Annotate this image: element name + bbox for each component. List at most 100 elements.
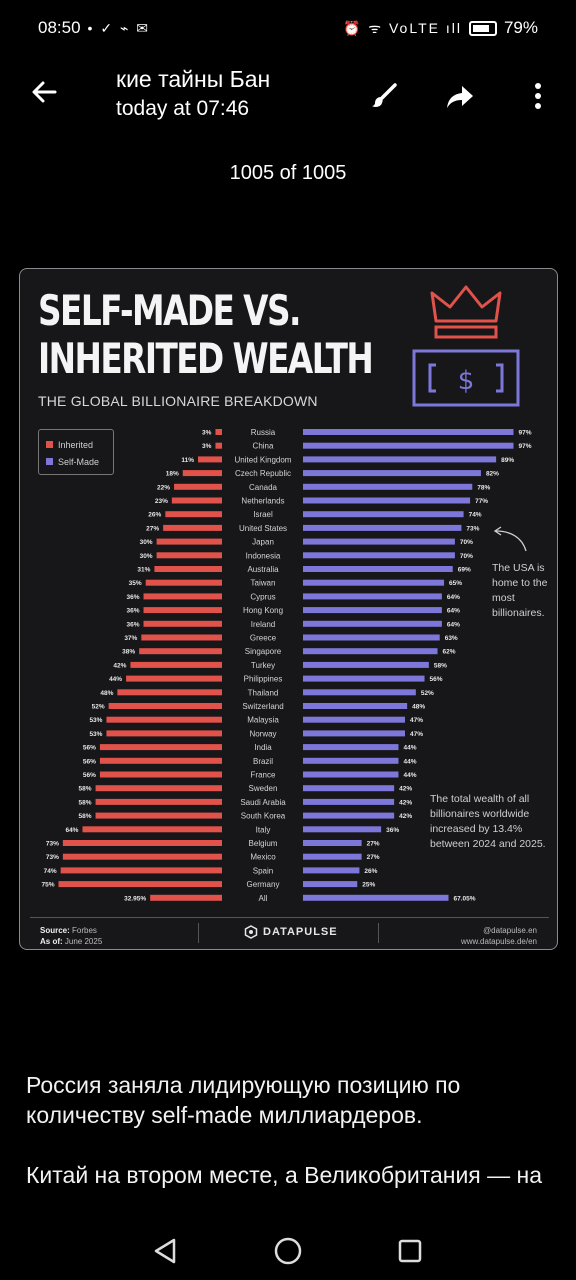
category-label: India bbox=[254, 743, 272, 752]
svg-text:$: $ bbox=[458, 366, 475, 396]
bar-self-made bbox=[303, 867, 360, 874]
data-label-self-made: 47% bbox=[410, 717, 423, 724]
data-label-self-made: 48% bbox=[412, 704, 425, 711]
data-label-self-made: 27% bbox=[367, 841, 380, 848]
bar-inherited bbox=[126, 675, 222, 682]
bar-self-made bbox=[303, 634, 440, 641]
data-label-self-made: 70% bbox=[460, 553, 473, 560]
data-label-self-made: 74% bbox=[469, 512, 482, 519]
data-label-inherited: 58% bbox=[79, 786, 92, 793]
annotation-total-wealth: The total wealth of all billionaires wor… bbox=[430, 793, 546, 850]
category-label: Saudi Arabia bbox=[240, 798, 286, 807]
category-label: Germany bbox=[247, 880, 280, 889]
bar-self-made bbox=[303, 566, 453, 572]
bar-inherited bbox=[99, 771, 222, 778]
asof-label: As of: bbox=[40, 937, 63, 946]
data-label-self-made: 64% bbox=[447, 594, 460, 601]
bar-self-made bbox=[303, 703, 408, 709]
data-label-inherited: 53% bbox=[89, 731, 102, 738]
bar-inherited bbox=[215, 442, 222, 449]
footer-contacts: @datapulse.en www.datapulse.de/en bbox=[461, 925, 537, 947]
infographic-image[interactable]: 3% 97% Russia 3% 97% China 11% 89% United Kingdo… bbox=[19, 268, 558, 950]
data-label-inherited: 37% bbox=[124, 635, 137, 642]
category-label: China bbox=[253, 442, 274, 451]
share-icon[interactable] bbox=[440, 76, 480, 116]
data-label-self-made: 78% bbox=[477, 484, 490, 491]
bar-inherited bbox=[143, 620, 222, 627]
data-label-inherited: 36% bbox=[127, 594, 140, 601]
bar-self-made bbox=[303, 853, 362, 860]
data-label-self-made: 36% bbox=[386, 827, 399, 834]
nav-home-icon[interactable] bbox=[271, 1234, 305, 1268]
more-vertical-icon[interactable] bbox=[518, 76, 558, 116]
category-label: Mexico bbox=[250, 853, 276, 862]
asof-value: June 2025 bbox=[64, 937, 103, 946]
footer-divider bbox=[30, 917, 549, 918]
category-label: Czech Republic bbox=[235, 469, 291, 478]
bar-self-made bbox=[303, 689, 416, 696]
nav-recents-icon[interactable] bbox=[393, 1234, 427, 1268]
data-label-self-made: 82% bbox=[486, 471, 499, 478]
category-label: Russia bbox=[251, 428, 276, 437]
bar-inherited bbox=[154, 566, 222, 572]
bar-self-made bbox=[303, 552, 455, 559]
category-label: Norway bbox=[249, 729, 276, 738]
bar-self-made bbox=[303, 497, 471, 504]
category-label: Switzerland bbox=[242, 702, 283, 711]
data-label-inherited: 23% bbox=[155, 498, 168, 505]
data-label-self-made: 56% bbox=[430, 676, 443, 683]
bar-self-made bbox=[303, 785, 395, 792]
bar-inherited bbox=[141, 634, 222, 641]
legend-swatch-self-made bbox=[46, 458, 53, 465]
data-label-inherited: 73% bbox=[46, 841, 59, 848]
data-label-inherited: 3% bbox=[202, 443, 212, 450]
title-line-2: INHERITED WEALTH bbox=[38, 334, 374, 383]
data-label-inherited: 26% bbox=[148, 512, 161, 519]
bar-chart: 3% 97% Russia 3% 97% China 11% 89% United Kingdo… bbox=[41, 428, 531, 903]
data-label-inherited: 56% bbox=[83, 772, 96, 779]
bar-self-made bbox=[303, 511, 464, 518]
message-timestamp: today at 07:46 bbox=[116, 97, 250, 120]
back-arrow-icon[interactable] bbox=[24, 76, 64, 116]
title-line-1: SELF-MADE VS. bbox=[38, 286, 301, 335]
bar-inherited bbox=[150, 894, 222, 901]
data-label-self-made: 77% bbox=[475, 498, 488, 505]
source-value: Forbes bbox=[72, 926, 97, 935]
bar-self-made bbox=[303, 661, 429, 668]
status-bar: 08:50 • ✓ ⌁ ✉ ⏰ ᯤ VoLTE ıll 79% bbox=[0, 0, 576, 56]
bar-inherited bbox=[174, 483, 222, 490]
data-label-self-made: 44% bbox=[403, 758, 416, 765]
bar-self-made bbox=[303, 607, 442, 614]
data-label-inherited: 53% bbox=[89, 717, 102, 724]
bar-inherited bbox=[145, 579, 222, 586]
bar-inherited bbox=[106, 716, 222, 723]
bar-inherited bbox=[60, 867, 223, 874]
data-label-self-made: 52% bbox=[421, 690, 434, 697]
nav-back-icon[interactable] bbox=[148, 1234, 182, 1268]
bar-self-made bbox=[303, 771, 399, 778]
bar-self-made bbox=[303, 456, 497, 463]
bar-self-made bbox=[303, 429, 514, 435]
image-counter: 1005 of 1005 bbox=[229, 162, 347, 184]
annotation-arrow-usa bbox=[493, 526, 527, 552]
data-label-inherited: 35% bbox=[129, 580, 142, 587]
bar-inherited bbox=[99, 744, 222, 751]
brush-icon[interactable] bbox=[364, 76, 404, 116]
category-label: Israel bbox=[253, 510, 273, 519]
category-label: Ireland bbox=[251, 620, 275, 629]
annotation-usa: The USA is home to the most billionaires… bbox=[492, 562, 548, 619]
data-label-inherited: 3% bbox=[202, 430, 212, 437]
category-label: Spain bbox=[253, 866, 273, 875]
category-label: Malaysia bbox=[247, 716, 279, 725]
money-icon: $ bbox=[412, 349, 520, 407]
bar-inherited bbox=[95, 785, 222, 792]
bar-self-made bbox=[303, 470, 481, 477]
data-label-inherited: 32.95% bbox=[124, 895, 146, 902]
category-label: United States bbox=[239, 524, 287, 533]
data-label-self-made: 62% bbox=[443, 649, 456, 656]
data-label-self-made: 89% bbox=[501, 457, 514, 464]
footer-separator bbox=[378, 923, 379, 943]
footer-handle: @datapulse.en bbox=[483, 926, 537, 935]
bar-inherited bbox=[198, 456, 222, 463]
category-label: Cyprus bbox=[250, 592, 275, 601]
